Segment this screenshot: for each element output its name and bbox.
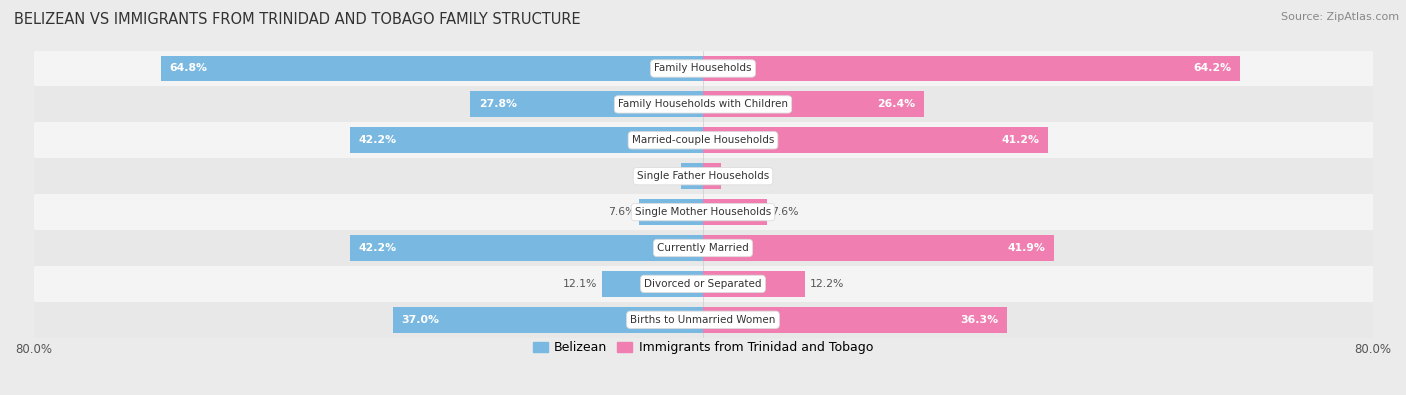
Bar — [682, 163, 703, 189]
Text: 64.8%: 64.8% — [169, 64, 207, 73]
Bar — [703, 307, 1007, 333]
Text: 37.0%: 37.0% — [402, 315, 440, 325]
Bar — [703, 235, 1053, 261]
Bar — [602, 271, 703, 297]
Bar — [703, 56, 1240, 81]
Bar — [394, 307, 703, 333]
Bar — [703, 199, 766, 225]
Text: 26.4%: 26.4% — [877, 100, 915, 109]
Bar — [34, 194, 1372, 230]
Bar — [703, 127, 1047, 153]
Text: Married-couple Households: Married-couple Households — [631, 135, 775, 145]
Bar — [350, 235, 703, 261]
Text: 7.6%: 7.6% — [607, 207, 636, 217]
Text: Currently Married: Currently Married — [657, 243, 749, 253]
Text: 42.2%: 42.2% — [359, 135, 396, 145]
Bar — [34, 302, 1372, 338]
Text: 2.6%: 2.6% — [650, 171, 678, 181]
Bar — [34, 266, 1372, 302]
Text: 7.6%: 7.6% — [770, 207, 799, 217]
Bar — [350, 127, 703, 153]
Bar — [160, 56, 703, 81]
Text: BELIZEAN VS IMMIGRANTS FROM TRINIDAD AND TOBAGO FAMILY STRUCTURE: BELIZEAN VS IMMIGRANTS FROM TRINIDAD AND… — [14, 12, 581, 27]
Text: 41.9%: 41.9% — [1008, 243, 1045, 253]
Bar — [640, 199, 703, 225]
Text: 64.2%: 64.2% — [1194, 64, 1232, 73]
Bar — [703, 271, 806, 297]
Text: Divorced or Separated: Divorced or Separated — [644, 279, 762, 289]
Text: Source: ZipAtlas.com: Source: ZipAtlas.com — [1281, 12, 1399, 22]
Bar — [471, 92, 703, 117]
Legend: Belizean, Immigrants from Trinidad and Tobago: Belizean, Immigrants from Trinidad and T… — [533, 341, 873, 354]
Bar — [703, 163, 721, 189]
Text: 2.2%: 2.2% — [725, 171, 754, 181]
Text: Family Households with Children: Family Households with Children — [619, 100, 787, 109]
Text: Births to Unmarried Women: Births to Unmarried Women — [630, 315, 776, 325]
Text: Family Households: Family Households — [654, 64, 752, 73]
Bar — [703, 92, 924, 117]
Text: Single Mother Households: Single Mother Households — [636, 207, 770, 217]
Text: 42.2%: 42.2% — [359, 243, 396, 253]
Text: 12.1%: 12.1% — [564, 279, 598, 289]
Text: 12.2%: 12.2% — [810, 279, 844, 289]
Bar — [34, 230, 1372, 266]
Text: 27.8%: 27.8% — [478, 100, 517, 109]
Text: 41.2%: 41.2% — [1001, 135, 1039, 145]
Text: 36.3%: 36.3% — [960, 315, 998, 325]
Text: Single Father Households: Single Father Households — [637, 171, 769, 181]
Bar — [34, 158, 1372, 194]
Bar — [34, 51, 1372, 87]
Bar — [34, 122, 1372, 158]
Bar — [34, 87, 1372, 122]
